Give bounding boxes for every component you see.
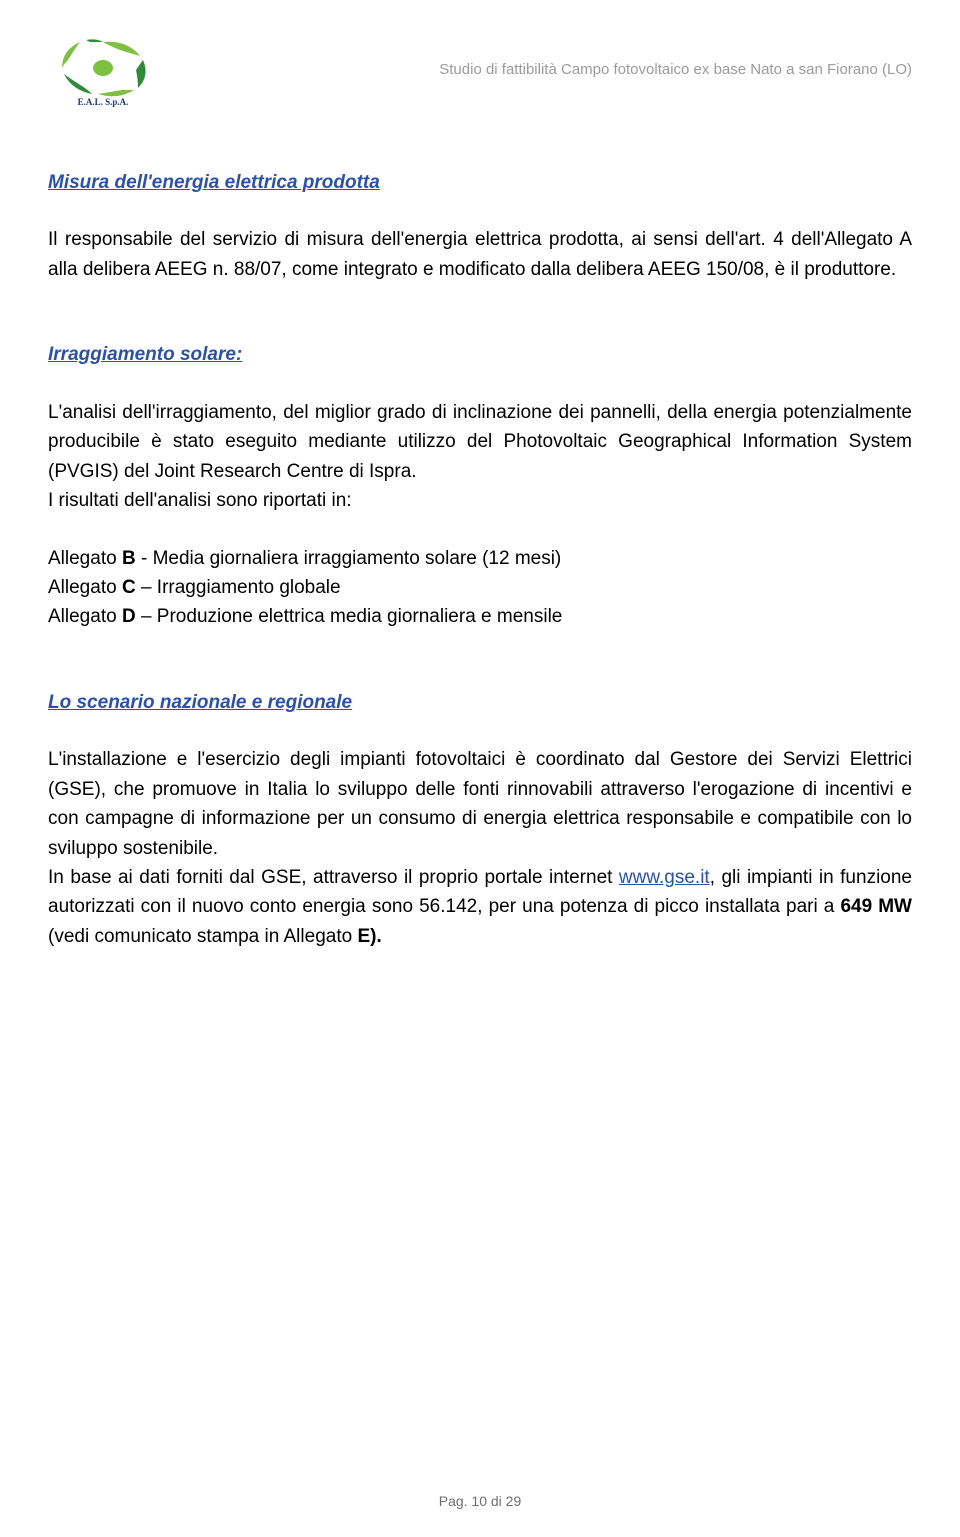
text-bold: E). [357,926,381,947]
company-logo: E.A.L. S.p.A. [48,32,158,108]
text: Allegato [48,606,122,627]
paragraph: Il responsabile del servizio di misura d… [48,225,912,284]
text-bold: B [122,548,136,569]
page-footer: Pag. 10 di 29 [0,1491,960,1513]
text: (vedi comunicato stampa in Allegato [48,926,357,947]
section-title-misura: Misura dell'energia elettrica prodotta [48,168,912,197]
section-title-scenario: Lo scenario nazionale e regionale [48,688,912,717]
page: E.A.L. S.p.A. Studio di fattibilità Camp… [0,0,960,1537]
header-title: Studio di fattibilità Campo fotovoltaico… [178,58,912,81]
allegato-d-line: Allegato D – Produzione elettrica media … [48,602,912,631]
paragraph: I risultati dell'analisi sono riportati … [48,486,912,515]
section-title-irraggiamento: Irraggiamento solare: [48,340,912,369]
text: - Media giornaliera irraggiamento solare… [136,548,562,569]
text-bold: D [122,606,136,627]
paragraph: L'installazione e l'esercizio degli impi… [48,745,912,863]
text: Allegato [48,577,122,598]
allegato-b-line: Allegato B - Media giornaliera irraggiam… [48,544,912,573]
text: – Produzione elettrica media giornaliera… [136,606,563,627]
text: Allegato [48,548,122,569]
page-header: E.A.L. S.p.A. Studio di fattibilità Camp… [48,32,912,108]
text-bold: 649 MW [840,896,912,917]
allegato-c-line: Allegato C – Irraggiamento globale [48,573,912,602]
text: – Irraggiamento globale [136,577,341,598]
logo-text: E.A.L. S.p.A. [78,97,129,107]
text: In base ai dati forniti dal GSE, attrave… [48,867,619,888]
gse-link[interactable]: www.gse.it [619,867,710,888]
paragraph: In base ai dati forniti dal GSE, attrave… [48,863,912,951]
text-bold: C [122,577,136,598]
paragraph: L'analisi dell'irraggiamento, del miglio… [48,398,912,486]
